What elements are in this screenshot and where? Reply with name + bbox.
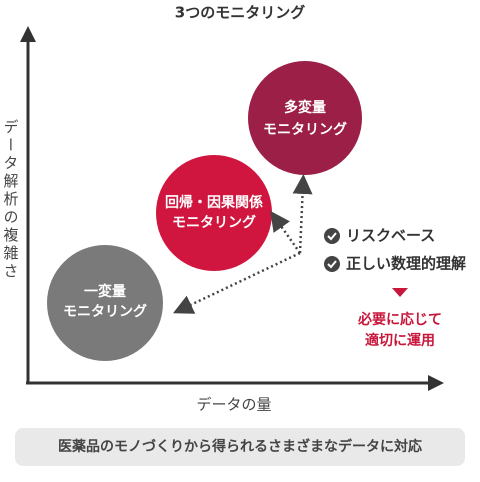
note: 必要に応じて — [357, 311, 442, 328]
circle — [156, 155, 272, 271]
circle-label: 回帰・因果関係 — [165, 194, 263, 211]
circle-label: モニタリング — [63, 303, 147, 320]
circle-label: 一変量 — [84, 283, 126, 300]
circle — [248, 61, 362, 175]
x-axis-arrow — [428, 375, 444, 391]
arrows — [172, 174, 313, 314]
y-axis-arrow — [20, 26, 36, 42]
check-item: 正しい数理的理解 — [346, 255, 466, 273]
y-axis-label: データ解析の複雑さ — [2, 119, 20, 281]
note: 適切に運用 — [365, 332, 435, 349]
check-item: リスクベース — [346, 227, 435, 245]
circle — [47, 245, 163, 361]
x-axis-label: データの量 — [196, 396, 271, 414]
circle-label: モニタリング — [172, 214, 256, 231]
check-mark — [327, 232, 337, 241]
check-mark — [327, 260, 337, 269]
title: 3つのモニタリング — [175, 4, 305, 22]
down-triangle — [392, 288, 408, 297]
footer: 医薬品のモノづくりから得られるさまざまなデータに対応 — [58, 438, 422, 455]
check-icon — [324, 228, 340, 244]
check-icon — [324, 256, 340, 272]
footer-box — [15, 428, 465, 466]
circle-label: 多変量 — [284, 99, 326, 116]
circle-label: モニタリング — [263, 121, 347, 138]
